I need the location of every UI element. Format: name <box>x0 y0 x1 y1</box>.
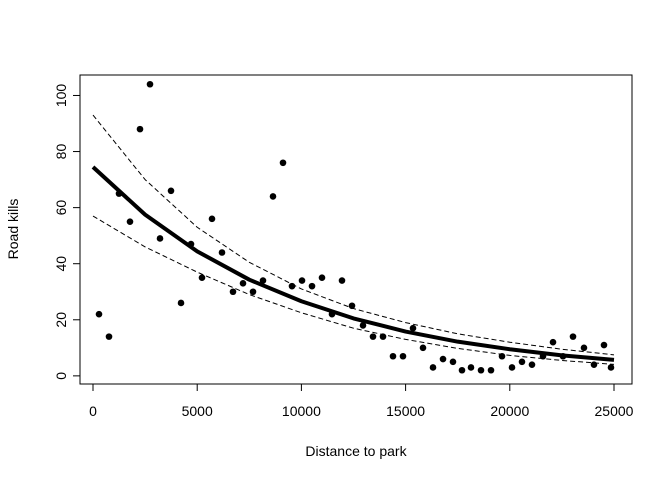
point <box>458 366 466 374</box>
lower-band <box>92 215 615 365</box>
fit-line <box>91 165 615 362</box>
y-tick-label: 40 <box>53 256 69 272</box>
point <box>136 125 144 133</box>
point <box>487 366 495 374</box>
point <box>590 361 598 368</box>
point <box>146 80 154 88</box>
point <box>549 338 557 346</box>
point <box>156 235 164 242</box>
point <box>449 358 457 366</box>
point <box>198 274 206 282</box>
y-tick-label: 20 <box>53 312 69 328</box>
y-tick-label: 100 <box>53 84 69 108</box>
upper-band <box>92 114 615 356</box>
y-tick-label: 80 <box>53 144 69 160</box>
point <box>600 341 608 349</box>
point <box>167 187 175 195</box>
point <box>569 333 577 340</box>
point <box>338 277 346 284</box>
point <box>477 366 485 374</box>
point <box>409 324 417 332</box>
x-tick-label: 5000 <box>182 403 213 419</box>
point <box>249 288 257 296</box>
point <box>218 249 226 256</box>
point <box>467 364 475 371</box>
point <box>208 215 216 223</box>
point <box>439 355 447 363</box>
point <box>229 288 237 296</box>
point <box>429 364 437 371</box>
point <box>95 310 103 318</box>
x-tick-label: 10000 <box>282 403 321 419</box>
point <box>369 333 377 340</box>
point <box>177 299 185 307</box>
point <box>239 280 247 287</box>
y-tick-label: 60 <box>53 200 69 216</box>
point <box>399 352 407 360</box>
point <box>259 277 267 284</box>
point <box>389 352 397 360</box>
y-tick-label: 0 <box>53 372 69 380</box>
x-tick-label: 25000 <box>595 403 634 419</box>
point <box>359 322 367 329</box>
point <box>308 282 316 290</box>
point <box>518 358 526 366</box>
y-axis-label: Road kills <box>5 199 21 260</box>
point <box>528 361 536 368</box>
point <box>508 364 516 371</box>
point <box>607 364 615 371</box>
x-tick-label: 15000 <box>386 403 425 419</box>
point <box>298 277 306 284</box>
point <box>269 193 277 200</box>
x-tick-label: 0 <box>89 403 97 419</box>
point <box>126 218 134 225</box>
point <box>318 274 326 282</box>
point <box>348 302 356 310</box>
point <box>419 344 427 352</box>
point <box>105 333 113 340</box>
point <box>580 344 588 352</box>
x-axis-label: Distance to park <box>305 443 407 459</box>
point <box>279 159 287 167</box>
x-tick-label: 20000 <box>490 403 529 419</box>
